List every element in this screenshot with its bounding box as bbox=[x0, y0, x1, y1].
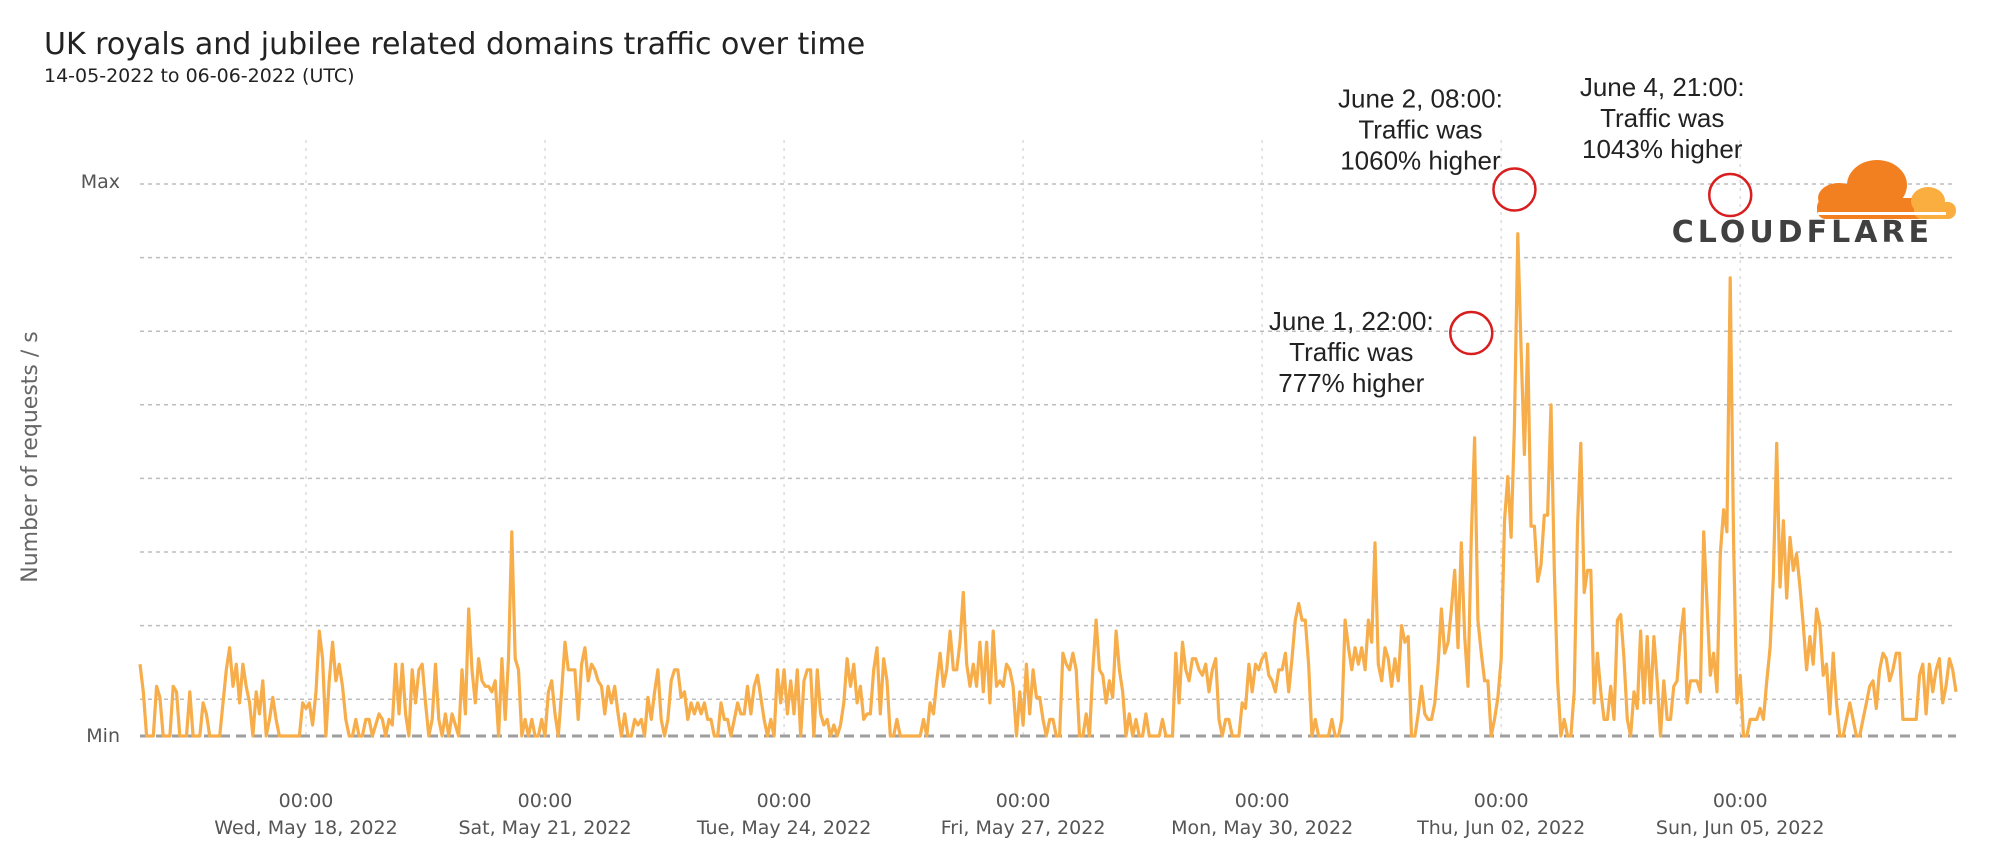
x-tick-date: Thu, Jun 02, 2022 bbox=[1416, 817, 1585, 839]
cloudflare-logo: CLOUDFLARE bbox=[1672, 160, 1956, 250]
peak-annotation-text: 777% higher bbox=[1278, 368, 1424, 398]
x-tick-time: 00:00 bbox=[279, 790, 334, 812]
x-tick-date: Fri, May 27, 2022 bbox=[941, 817, 1106, 839]
series-line bbox=[138, 232, 1958, 738]
peak-annotation-text: June 1, 22:00: bbox=[1269, 306, 1434, 336]
chart-subtitle: 14-05-2022 to 06-06-2022 (UTC) bbox=[44, 65, 355, 87]
peak-highlight-circle bbox=[1449, 310, 1494, 356]
x-tick-date: Wed, May 18, 2022 bbox=[214, 817, 397, 839]
logo-text: CLOUDFLARE bbox=[1672, 215, 1933, 250]
grid bbox=[140, 140, 1956, 736]
x-tick-time: 00:00 bbox=[518, 790, 573, 812]
y-tick-min: Min bbox=[86, 725, 120, 747]
peak-annotation-text: 1060% higher bbox=[1340, 146, 1501, 176]
x-tick-date: Sat, May 21, 2022 bbox=[458, 817, 631, 839]
x-tick-time: 00:00 bbox=[1713, 790, 1768, 812]
peak-annotation-text: 1043% higher bbox=[1582, 134, 1743, 164]
peak-annotation-text: June 2, 08:00: bbox=[1338, 84, 1503, 114]
x-tick-date: Tue, May 24, 2022 bbox=[696, 817, 871, 839]
peak-annotation-text: Traffic was bbox=[1358, 115, 1482, 145]
peak-highlight-circle bbox=[1707, 172, 1753, 218]
peak-annotation-text: Traffic was bbox=[1600, 103, 1724, 133]
y-axis-label: Number of requests / s bbox=[18, 331, 43, 583]
x-tick-time: 00:00 bbox=[1474, 790, 1529, 812]
x-tick-time: 00:00 bbox=[996, 790, 1051, 812]
x-tick-date: Sun, Jun 05, 2022 bbox=[1656, 817, 1825, 839]
cloud-icon bbox=[1817, 160, 1956, 219]
x-tick-time: 00:00 bbox=[757, 790, 812, 812]
peak-annotation-text: June 4, 21:00: bbox=[1580, 72, 1745, 102]
peak-highlight-circle bbox=[1492, 167, 1537, 212]
chart-title: UK royals and jubilee related domains tr… bbox=[44, 27, 865, 62]
peak-annotation-text: Traffic was bbox=[1289, 337, 1413, 367]
y-tick-max: Max bbox=[81, 171, 120, 193]
x-tick-time: 00:00 bbox=[1235, 790, 1290, 812]
x-tick-date: Mon, May 30, 2022 bbox=[1171, 817, 1353, 839]
x-axis-ticks: 00:00 Wed, May 18, 2022 00:00 Sat, May 21, … bbox=[214, 790, 1824, 839]
